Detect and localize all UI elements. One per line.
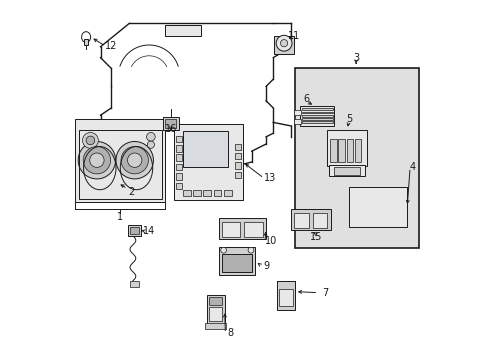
Bar: [302, 108, 332, 110]
Text: 12: 12: [105, 41, 117, 51]
Bar: [348, 187, 406, 227]
Bar: [273, 36, 294, 54]
Text: 7: 7: [322, 288, 327, 298]
Bar: [176, 154, 182, 161]
Text: 6: 6: [303, 94, 309, 104]
Bar: [165, 25, 201, 36]
Circle shape: [220, 247, 226, 253]
Circle shape: [147, 141, 154, 148]
Bar: [234, 162, 240, 169]
Bar: [163, 117, 178, 130]
Bar: [130, 281, 139, 287]
Circle shape: [247, 247, 253, 253]
Bar: [312, 213, 326, 228]
Circle shape: [280, 40, 287, 47]
Bar: [174, 124, 242, 200]
Bar: [294, 213, 308, 228]
Bar: [291, 209, 330, 230]
Bar: [183, 131, 228, 167]
Bar: [293, 110, 301, 115]
Bar: [300, 106, 334, 126]
Bar: [234, 144, 240, 150]
Bar: [128, 225, 141, 236]
Bar: [222, 254, 252, 272]
Text: 13: 13: [264, 173, 276, 183]
Bar: [302, 121, 332, 123]
Circle shape: [127, 153, 142, 167]
Text: 5: 5: [345, 114, 351, 124]
Bar: [209, 297, 222, 305]
Text: 8: 8: [226, 328, 233, 338]
Bar: [183, 190, 191, 196]
Ellipse shape: [81, 32, 90, 42]
Bar: [328, 165, 365, 176]
Circle shape: [82, 132, 98, 148]
Bar: [276, 281, 294, 310]
Text: 9: 9: [263, 261, 268, 271]
Text: 3: 3: [352, 53, 358, 63]
Bar: [164, 119, 176, 128]
Bar: [209, 307, 222, 321]
Bar: [203, 190, 211, 196]
Circle shape: [78, 141, 115, 179]
Text: 11: 11: [287, 31, 300, 41]
Bar: [75, 119, 165, 202]
Bar: [176, 136, 182, 142]
Bar: [176, 183, 182, 189]
Bar: [206, 295, 224, 324]
Circle shape: [146, 132, 155, 141]
Circle shape: [89, 153, 104, 167]
Text: 4: 4: [409, 162, 415, 172]
Bar: [223, 190, 231, 196]
Bar: [234, 172, 240, 178]
Circle shape: [121, 147, 148, 174]
Bar: [176, 173, 182, 180]
Bar: [346, 139, 352, 162]
Circle shape: [116, 141, 153, 179]
Text: 16: 16: [164, 124, 177, 134]
Bar: [84, 39, 88, 45]
Circle shape: [86, 136, 95, 145]
Bar: [294, 68, 418, 248]
Bar: [219, 247, 255, 275]
Bar: [222, 222, 240, 237]
Text: 2: 2: [128, 186, 134, 197]
Bar: [176, 145, 182, 152]
Bar: [302, 115, 332, 117]
Bar: [193, 190, 201, 196]
Text: 10: 10: [265, 236, 277, 246]
Text: 15: 15: [310, 232, 322, 242]
Bar: [219, 218, 265, 239]
Bar: [234, 153, 240, 159]
Bar: [213, 190, 221, 196]
Bar: [204, 323, 226, 329]
Bar: [302, 118, 332, 120]
Circle shape: [276, 35, 291, 51]
Bar: [130, 227, 139, 234]
Bar: [302, 112, 332, 113]
Bar: [176, 164, 182, 170]
Bar: [278, 289, 292, 306]
Bar: [293, 119, 301, 124]
Bar: [326, 130, 366, 166]
Bar: [329, 139, 336, 162]
Bar: [338, 139, 344, 162]
Bar: [79, 130, 162, 199]
Bar: [354, 139, 361, 162]
Text: 14: 14: [142, 226, 155, 236]
Bar: [334, 167, 359, 175]
Bar: [244, 222, 262, 237]
Circle shape: [83, 147, 110, 174]
Text: 1: 1: [117, 212, 123, 222]
